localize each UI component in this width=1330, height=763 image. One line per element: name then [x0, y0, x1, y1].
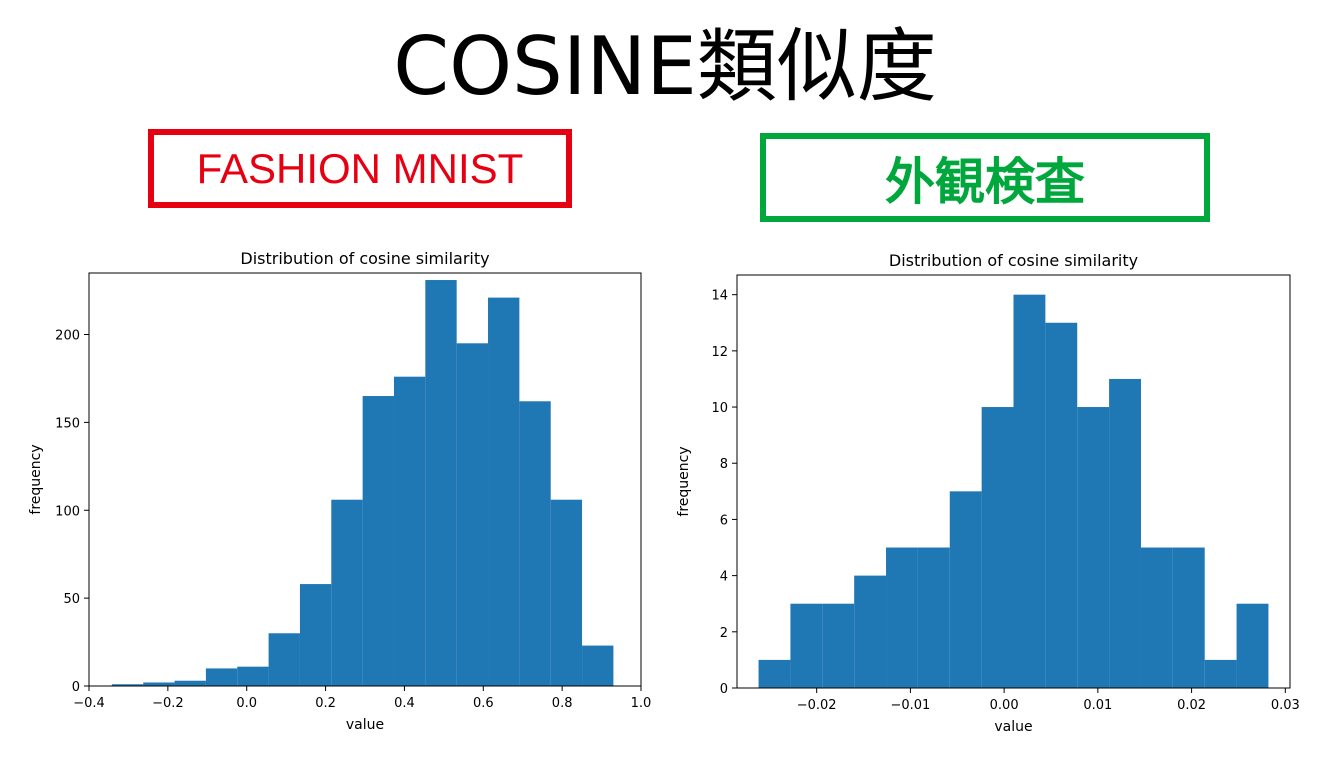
histogram-bar: [331, 499, 363, 686]
histogram-bar: [1204, 659, 1237, 688]
histogram-bar: [205, 668, 238, 686]
y-tick-label: 12: [711, 345, 728, 360]
histogram-bar: [1236, 603, 1269, 688]
histogram-bar: [949, 491, 982, 688]
histogram-bar: [111, 684, 144, 686]
visual-inspection-label-box: 外観検査: [760, 133, 1210, 222]
x-tick-label: 0.03: [1271, 698, 1300, 713]
histogram-bar: [758, 659, 791, 688]
x-tick-label: 0.4: [394, 696, 415, 711]
histogram-bar: [268, 633, 300, 686]
page-title: COSINE類似度: [393, 20, 937, 113]
x-tick-label: −0.02: [797, 698, 837, 713]
y-axis-label: frequency: [28, 444, 44, 514]
x-tick-label: 1.0: [631, 696, 652, 711]
histogram-bar: [488, 297, 520, 686]
x-tick-label: 0.8: [552, 696, 573, 711]
histogram-bar: [393, 376, 426, 686]
y-axis-label: frequency: [676, 446, 692, 516]
x-tick-label: 0.00: [990, 698, 1019, 713]
y-tick-label: 0: [72, 680, 80, 695]
histogram-bar: [362, 396, 394, 686]
y-tick-label: 2: [720, 626, 728, 641]
histogram-bar: [550, 499, 583, 686]
histogram-bar: [299, 584, 332, 686]
histogram-bar: [1045, 322, 1078, 688]
x-tick-label: 0.2: [315, 696, 336, 711]
histogram-bar: [1077, 407, 1110, 688]
plot-frame: [88, 272, 642, 687]
x-tick-label: −0.4: [73, 696, 105, 711]
x-tick-label: 0.01: [1083, 698, 1112, 713]
histogram-bar: [174, 680, 206, 686]
fashion-mnist-label-box: FASHION MNIST: [148, 129, 572, 208]
histogram-bar: [886, 547, 918, 688]
histogram-bar: [237, 666, 269, 686]
y-tick-label: 150: [55, 416, 80, 431]
histogram-bar: [1109, 378, 1141, 688]
y-tick-label: 14: [711, 289, 728, 304]
histogram-bar: [143, 682, 175, 686]
y-tick-label: 6: [720, 513, 728, 528]
x-axis-label: value: [994, 719, 1032, 735]
histogram-bar: [519, 401, 551, 686]
y-tick-label: 200: [55, 329, 80, 344]
y-tick-label: 0: [720, 682, 728, 697]
y-tick-label: 8: [720, 457, 728, 472]
histogram-bar: [582, 645, 614, 686]
y-tick-label: 50: [63, 592, 80, 607]
chart-title: Distribution of cosine similarity: [889, 251, 1138, 270]
histogram-bar: [1172, 547, 1205, 688]
x-tick-label: 0.0: [236, 696, 257, 711]
histogram-bar: [1013, 294, 1046, 688]
x-axis-label: value: [346, 717, 384, 733]
histogram-bar: [790, 603, 823, 688]
chart-title: Distribution of cosine similarity: [240, 249, 489, 268]
x-tick-label: 0.6: [473, 696, 494, 711]
y-tick-label: 100: [55, 504, 80, 519]
histogram-bar: [981, 407, 1014, 688]
histogram-bar: [822, 603, 855, 688]
histogram-bar: [425, 280, 457, 686]
x-tick-label: 0.02: [1177, 698, 1206, 713]
x-tick-label: −0.2: [152, 696, 184, 711]
fashion-mnist-label: FASHION MNIST: [196, 144, 524, 192]
visual-inspection-histogram: −0.02 −0.01 0.00 0.01 0.02 0.03 0 2 4 6 8 10 12 14 Dis…: [676, 251, 1300, 735]
y-tick-label: 4: [720, 570, 728, 585]
histogram-bar: [917, 547, 950, 688]
x-tick-label: −0.01: [890, 698, 930, 713]
visual-inspection-label: 外観検査: [885, 152, 1085, 211]
plot-frame: [736, 274, 1291, 689]
histogram-bar: [854, 575, 887, 688]
fashion-mnist-histogram: −0.4 −0.2 0.0 0.2 0.4 0.6 0.8 1.0 0 50 100 150 200 Di…: [28, 249, 652, 733]
histogram-bar: [1140, 547, 1173, 688]
histogram-bar: [456, 343, 489, 686]
y-tick-label: 10: [711, 401, 728, 416]
